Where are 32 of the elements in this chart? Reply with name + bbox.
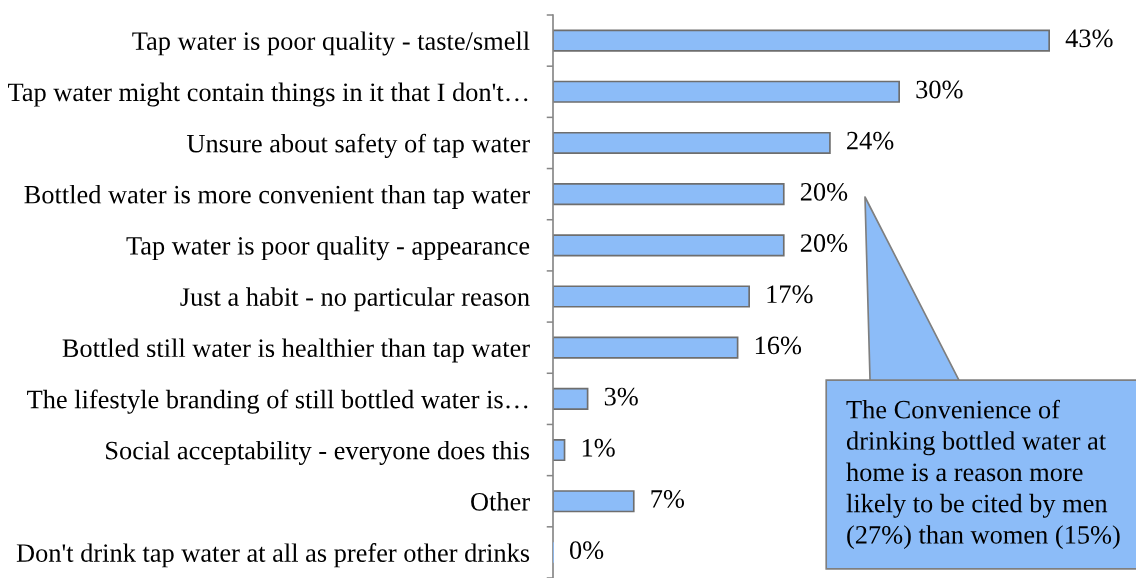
bar [553, 490, 635, 513]
y-tick-label: Other [471, 492, 530, 511]
bar [553, 29, 1051, 52]
data-label: 7% [651, 490, 685, 508]
y-tick-label: Unsure about safety of tap water [186, 133, 530, 158]
data-label: 20% [800, 234, 848, 253]
y-tick-label: The lifestyle branding of still bottled water is… [27, 389, 528, 414]
data-label: 30% [916, 80, 963, 99]
y-tick-label: Just a habit - no particular reason [180, 287, 530, 312]
y-tick-label: Tap water is poor quality - appearance [126, 236, 530, 261]
data-label: 20% [800, 182, 848, 201]
y-tick-label: Don't drink tap water at all as prefer other drinks [16, 543, 530, 568]
y-tick-label: Bottled still water is healthier than tap water [62, 338, 530, 363]
data-label: 17% [767, 285, 813, 304]
y-tick-label: Tap water might contain things in it that I don't… [8, 82, 528, 107]
data-label: 43% [1065, 29, 1113, 48]
bar [553, 234, 785, 257]
bar [553, 183, 785, 206]
bar [553, 131, 831, 155]
data-label: 3% [604, 387, 638, 406]
data-label: 0% [569, 541, 604, 560]
y-tick-label: Bottled water is more convenient than tap water [24, 184, 530, 209]
bar [553, 285, 750, 308]
bar [553, 387, 589, 410]
y-tick-label: Social acceptability - everyone does this [106, 440, 530, 465]
data-label: 16% [755, 336, 802, 355]
data-label: 1% [582, 438, 615, 457]
bar [553, 336, 739, 359]
y-tick-label: Tap water is poor quality - taste/smell [132, 31, 530, 56]
data-label: 24% [847, 131, 894, 150]
bar [553, 80, 901, 103]
annotation: The Convenience of drinking bottled water at home is a reason more likely to be cited by men (27%) than women (15%) [846, 399, 1120, 550]
